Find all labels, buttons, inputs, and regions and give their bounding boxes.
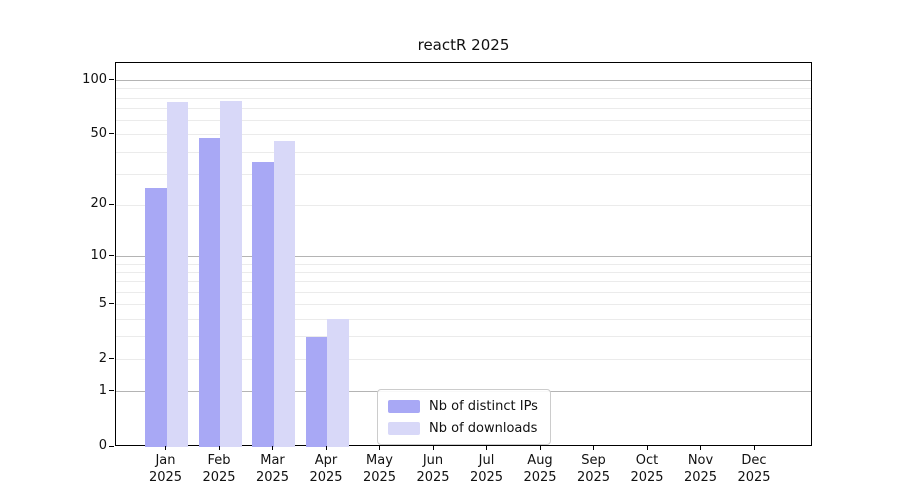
- y-axis-tick-mark: [109, 133, 114, 135]
- plot-area: [115, 62, 812, 447]
- gridline-minor: [116, 173, 811, 175]
- gridline-minor: [116, 304, 811, 306]
- x-axis-tick-label-oct: Oct 2025: [619, 452, 675, 486]
- year-label: 2025: [630, 470, 664, 485]
- bar-downloads-apr: [327, 319, 349, 447]
- gridline-minor: [116, 291, 811, 293]
- month-label: Oct: [635, 453, 659, 468]
- gridline-minor: [116, 134, 811, 136]
- gridline-minor: [116, 336, 811, 338]
- legend-item: Nb of downloads: [388, 418, 538, 438]
- gridline-minor: [116, 263, 811, 265]
- x-axis-tick-label-nov: Nov 2025: [673, 452, 729, 486]
- x-axis-tick-mark: [379, 446, 380, 450]
- year-label: 2025: [737, 470, 771, 485]
- month-label: Sep: [581, 453, 606, 468]
- y-axis-tick-mark: [109, 79, 114, 81]
- year-label: 2025: [309, 470, 343, 485]
- y-axis-tick-mark: [109, 390, 114, 392]
- month-label: Jul: [478, 453, 495, 468]
- x-axis-tick-label-jun: Jun 2025: [405, 452, 461, 486]
- gridline-major: [116, 256, 811, 258]
- legend-swatch: [388, 399, 420, 413]
- month-label: Dec: [741, 453, 767, 468]
- y-axis-tick-mark: [109, 445, 114, 447]
- year-label: 2025: [362, 470, 397, 485]
- year-label: 2025: [523, 470, 557, 485]
- gridline-minor: [116, 318, 811, 320]
- legend-swatch: [388, 421, 420, 435]
- year-label: 2025: [683, 470, 718, 485]
- x-axis-tick-mark: [539, 446, 541, 450]
- y-axis-tick-mark: [109, 255, 114, 257]
- month-label: Jun: [422, 453, 444, 468]
- x-axis-tick-label-feb: Feb 2025: [191, 452, 247, 486]
- x-axis-tick-mark: [753, 446, 755, 450]
- legend: Nb of distinct IPs Nb of downloads: [377, 389, 551, 445]
- y-axis-tick-label: 2: [98, 350, 107, 366]
- month-label: Mar: [260, 453, 285, 468]
- year-label: 2025: [148, 470, 183, 485]
- x-axis-tick-label-may: May 2025: [352, 452, 408, 486]
- year-label: 2025: [576, 470, 611, 485]
- month-label: Apr: [314, 453, 338, 468]
- gridline-minor: [116, 120, 811, 122]
- gridline-major: [116, 80, 811, 82]
- year-label: 2025: [255, 470, 290, 485]
- bar-downloads-mar: [273, 141, 295, 447]
- x-axis-tick-mark: [700, 446, 701, 450]
- x-axis-tick-label-aug: Aug 2025: [512, 452, 568, 486]
- x-axis-tick-label-jan: Jan 2025: [138, 452, 194, 486]
- x-axis-tick-label-apr: Apr 2025: [298, 452, 354, 486]
- bar-downloads-feb: [220, 101, 242, 447]
- bar-distinct-ips-mar: [252, 162, 274, 447]
- y-axis-tick-mark: [109, 358, 114, 360]
- y-axis-tick-label: 50: [90, 125, 107, 141]
- y-axis-tick-label: 1: [98, 382, 107, 398]
- x-axis-tick-mark: [593, 446, 594, 450]
- x-axis-tick-mark: [432, 446, 434, 450]
- y-axis-tick-label: 100: [82, 71, 107, 87]
- gridline-minor: [116, 108, 811, 110]
- gridline-minor: [116, 281, 811, 283]
- chart-title: reactR 2025: [417, 36, 510, 54]
- bar-distinct-ips-feb: [198, 137, 220, 447]
- x-axis-tick-label-jul: Jul 2025: [459, 452, 515, 486]
- y-axis-tick-label: 5: [98, 295, 107, 311]
- legend-label: Nb of downloads: [429, 420, 538, 436]
- x-axis-tick-label-mar: Mar 2025: [245, 452, 301, 486]
- gridline-minor: [116, 272, 811, 274]
- y-axis-tick-mark: [109, 203, 114, 205]
- year-label: 2025: [416, 470, 450, 485]
- month-label: Feb: [207, 453, 231, 468]
- month-label: Aug: [527, 453, 553, 468]
- gridline-minor: [116, 88, 811, 90]
- y-axis-tick-label: 10: [90, 247, 107, 263]
- bar-distinct-ips-jan: [145, 188, 167, 447]
- year-label: 2025: [202, 470, 236, 485]
- bar-downloads-jan: [166, 102, 188, 447]
- month-label: May: [366, 453, 393, 468]
- gridline-minor: [116, 204, 811, 206]
- month-label: Jan: [155, 453, 176, 468]
- x-axis-tick-mark: [486, 446, 487, 450]
- gridline-minor: [116, 151, 811, 153]
- gridline-minor: [116, 359, 811, 361]
- gridline-minor: [116, 97, 811, 99]
- x-axis-tick-label-sep: Sep 2025: [566, 452, 622, 486]
- bar-distinct-ips-apr: [305, 336, 327, 447]
- x-axis-tick-mark: [646, 446, 648, 450]
- y-axis-tick-label: 20: [90, 196, 107, 212]
- x-axis-tick-label-dec: Dec 2025: [726, 452, 782, 486]
- year-label: 2025: [469, 470, 504, 485]
- y-axis-tick-label: 0: [98, 438, 107, 453]
- month-label: Nov: [687, 453, 714, 468]
- legend-item: Nb of distinct IPs: [388, 396, 538, 416]
- y-axis-tick-mark: [109, 303, 114, 305]
- legend-label: Nb of distinct IPs: [429, 398, 538, 414]
